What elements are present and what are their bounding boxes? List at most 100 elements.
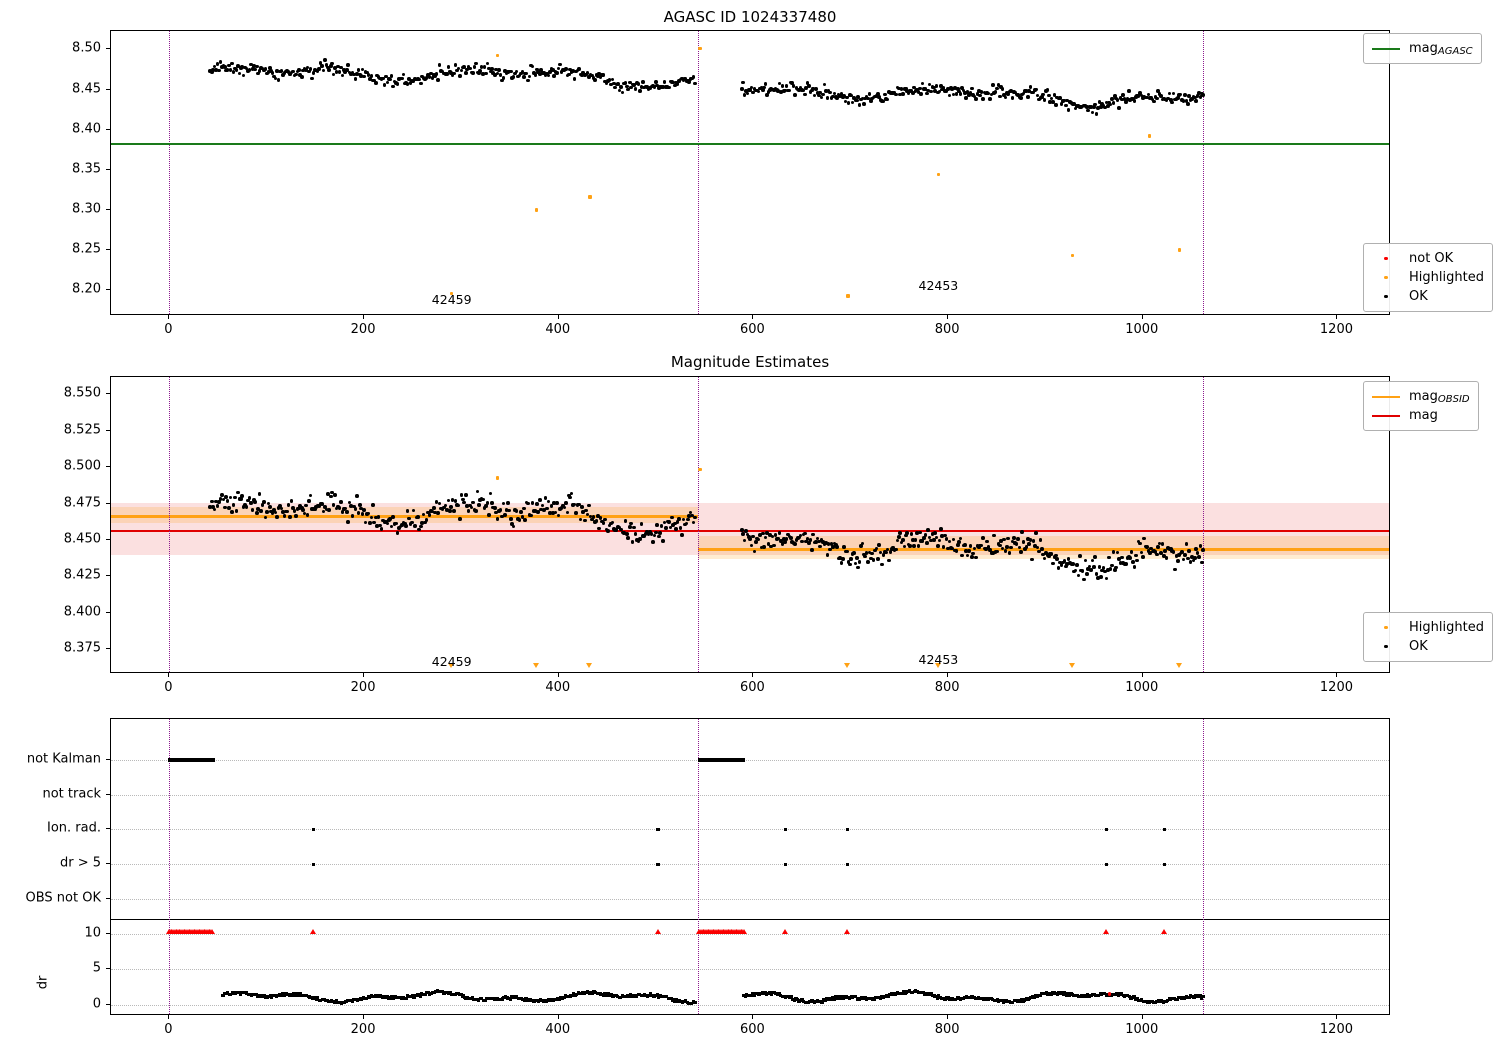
- y-tickmark: [106, 289, 110, 291]
- data-point-ok: [1199, 560, 1204, 565]
- data-point-ok: [350, 70, 355, 75]
- data-point-ok: [523, 517, 528, 522]
- data-point-ok: [1000, 546, 1005, 551]
- legend-row: OK: [1372, 637, 1484, 656]
- data-point-ok: [240, 65, 244, 69]
- data-point-ok: [278, 504, 282, 508]
- data-point-ok: [532, 71, 536, 75]
- dr-value-point: [470, 996, 474, 1000]
- legend-label: OK: [1409, 289, 1428, 304]
- data-point-ok: [1115, 550, 1120, 555]
- data-point-ok: [662, 520, 667, 525]
- data-point-ok: [273, 510, 278, 515]
- data-point-ok: [549, 504, 554, 508]
- data-point-ok: [315, 69, 320, 73]
- panel2-legend-markers[interactable]: Highlighted OK: [1363, 612, 1493, 662]
- data-point-ok: [542, 508, 546, 513]
- x-tickmark: [363, 673, 365, 677]
- data-point-ok: [861, 552, 866, 557]
- data-point-ok: [288, 72, 292, 77]
- data-point-ok: [1136, 94, 1141, 98]
- data-point-ok: [913, 538, 918, 543]
- data-point-ok: [965, 89, 970, 94]
- data-point-ok: [888, 550, 893, 554]
- panel3-axes: [110, 718, 1390, 1015]
- data-point-ok: [645, 530, 649, 534]
- data-point-ok: [814, 539, 818, 544]
- data-point-ok: [839, 92, 844, 96]
- category-label-1: not track: [42, 786, 101, 802]
- data-point-ok: [925, 541, 929, 545]
- data-point-ok: [331, 502, 336, 507]
- data-point-ok: [1023, 547, 1027, 552]
- dr-value-point: [769, 993, 773, 997]
- data-point-ok: [1084, 572, 1089, 576]
- data-point-ok: [360, 67, 365, 72]
- dr-value-point: [628, 993, 632, 997]
- data-point-ok: [897, 535, 901, 539]
- x-tick-label: 1200: [1319, 680, 1353, 695]
- panel2-legend-lines[interactable]: magOBSID mag: [1363, 381, 1479, 431]
- data-point-ok: [1076, 573, 1081, 578]
- data-point-ok: [598, 516, 603, 520]
- data-point-ok: [850, 100, 855, 105]
- data-point-ok: [417, 77, 422, 82]
- data-point-ok: [1072, 102, 1076, 106]
- data-point-ok: [853, 561, 858, 566]
- data-point-ok: [1190, 555, 1194, 559]
- data-point-ok: [265, 71, 269, 76]
- data-point-ok: [551, 68, 555, 72]
- dr-value-point: [872, 997, 876, 1001]
- data-point-ok: [629, 521, 633, 526]
- data-point-ok: [1006, 92, 1010, 96]
- data-point-ok: [307, 499, 311, 503]
- legend-dot-swatch: [1372, 625, 1400, 630]
- data-point-ok: [440, 69, 445, 74]
- data-point-ok: [455, 68, 459, 73]
- data-point-ok: [1035, 545, 1040, 550]
- data-point-ok: [877, 543, 881, 547]
- dr-value-point: [635, 994, 639, 998]
- data-point-ok: [1138, 541, 1142, 546]
- data-point-ok: [413, 523, 417, 528]
- data-point-ok: [856, 95, 860, 99]
- data-point-ok: [1120, 97, 1124, 102]
- data-point-ok: [1115, 98, 1120, 102]
- data-point-ok: [919, 92, 924, 96]
- data-point-ok: [619, 85, 623, 90]
- data-point-ok: [263, 515, 268, 520]
- data-point-ok: [328, 494, 333, 499]
- dr-value-point: [957, 995, 961, 1000]
- legend-marker-icon: [1384, 625, 1388, 630]
- y-tickmark: [106, 128, 110, 130]
- dr-clipped-marker: [844, 928, 851, 934]
- data-point-ok: [555, 501, 559, 505]
- data-point-ok: [492, 506, 497, 510]
- data-point-ok: [462, 500, 467, 505]
- data-point-ok: [580, 73, 584, 78]
- category-label-3: dr > 5: [59, 855, 101, 871]
- data-point-ok: [225, 499, 230, 503]
- x-tick-label: 400: [545, 322, 571, 337]
- data-point-ok: [240, 494, 244, 498]
- data-point-ok: [519, 71, 523, 76]
- panel1-legend-markers[interactable]: not OK Highlighted OK: [1363, 243, 1493, 312]
- data-point-ok: [476, 71, 481, 76]
- data-point-ok: [391, 84, 395, 89]
- data-point-ok: [1030, 557, 1034, 562]
- data-point-ok: [798, 533, 803, 538]
- data-point-ok: [1128, 556, 1132, 560]
- panel1-legend-mag-agasc[interactable]: magAGASC: [1363, 33, 1482, 64]
- dr-value-point: [268, 993, 272, 997]
- data-point-ok: [356, 511, 361, 515]
- data-point-ok: [410, 520, 414, 525]
- data-point-ok: [530, 501, 535, 505]
- data-point-ok: [783, 88, 788, 93]
- data-point-ok: [1066, 108, 1071, 112]
- dr-value-point: [841, 996, 846, 1000]
- x-tick-label: 0: [164, 680, 173, 695]
- data-point-ok: [831, 94, 835, 99]
- data-point-ok: [680, 76, 684, 81]
- data-point-ok: [1031, 90, 1036, 95]
- data-point-ok: [259, 509, 263, 514]
